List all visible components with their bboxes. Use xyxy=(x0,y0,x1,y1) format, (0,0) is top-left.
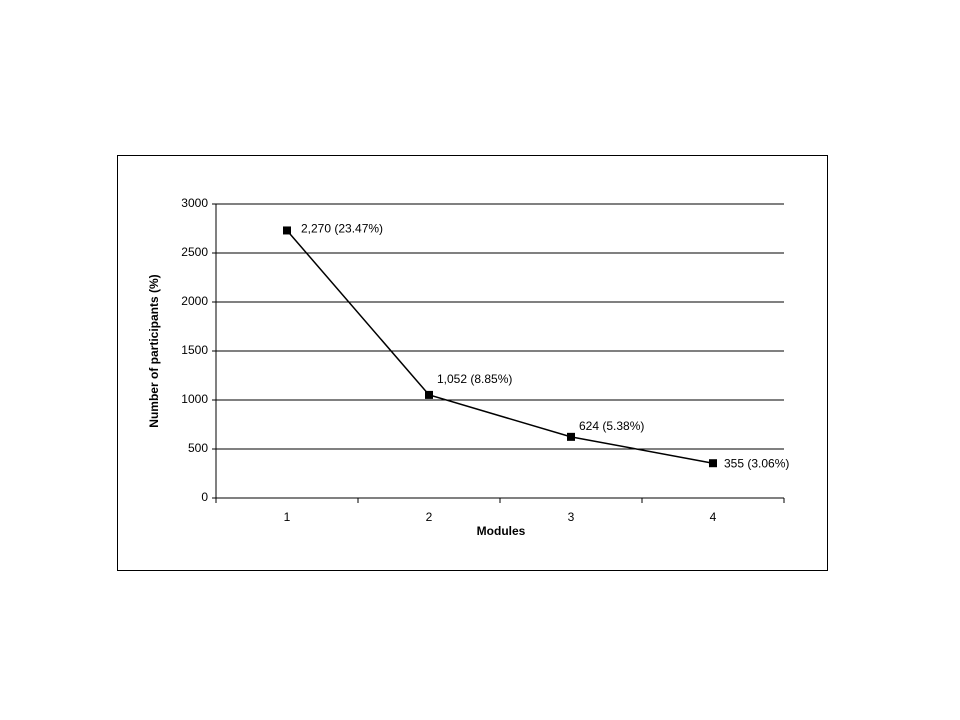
x-tick-label: 2 xyxy=(426,510,433,524)
data-line xyxy=(286,229,714,464)
chart-frame xyxy=(117,155,828,571)
y-tick-label: 1000 xyxy=(181,392,208,406)
x-axis-title: Modules xyxy=(477,524,526,538)
data-label: 2,270 (23.47%) xyxy=(301,222,383,236)
y-tick-label: 2500 xyxy=(181,245,208,259)
y-tick-label: 2000 xyxy=(181,294,208,308)
data-label: 1,052 (8.85%) xyxy=(437,372,512,386)
marker xyxy=(709,459,717,468)
x-tick-label: 1 xyxy=(284,510,291,524)
y-tick-label: 500 xyxy=(188,441,208,455)
y-axis-title: Number of participants (%) xyxy=(147,274,161,427)
x-tick-label: 3 xyxy=(568,510,575,524)
data-label: 355 (3.06%) xyxy=(724,456,789,470)
y-tick-label: 0 xyxy=(201,490,208,504)
marker xyxy=(567,432,575,441)
x-tick-label: 4 xyxy=(710,510,717,524)
data-label: 624 (5.38%) xyxy=(579,419,644,433)
y-tick-label: 3000 xyxy=(181,196,208,210)
marker xyxy=(283,226,291,235)
marker xyxy=(425,390,433,399)
y-tick-label: 1500 xyxy=(181,343,208,357)
